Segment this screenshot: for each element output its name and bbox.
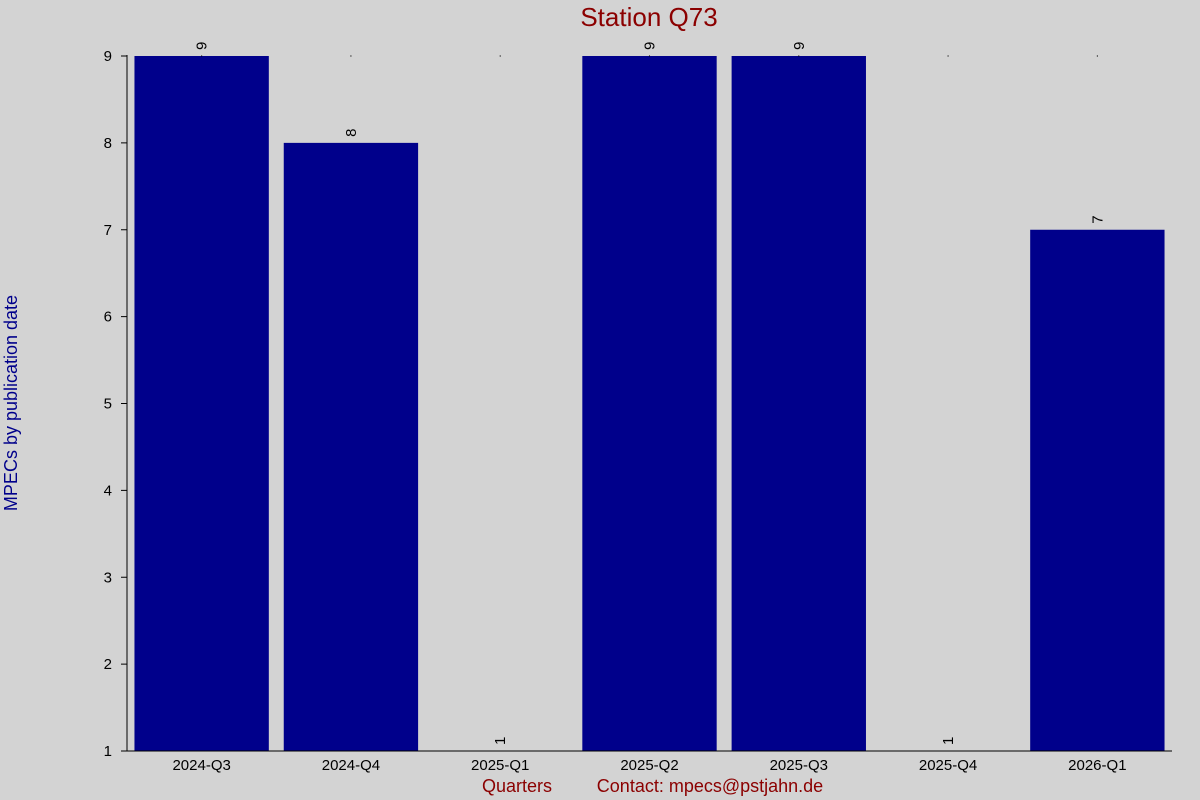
bar: [1030, 229, 1165, 751]
x-tick-label: 2025-Q2: [620, 757, 678, 774]
top-tick: [201, 55, 203, 57]
bar: [582, 56, 717, 751]
x-tick-label: 2024-Q3: [172, 757, 230, 774]
y-tick-label: 1: [104, 743, 112, 760]
top-tick: [947, 55, 949, 57]
y-tick-label: 4: [104, 482, 112, 499]
top-tick: [499, 55, 501, 57]
y-tick-label: 6: [104, 309, 112, 326]
contact-text: Contact: mpecs@pstjahn.de: [597, 776, 823, 796]
bar: [134, 56, 269, 751]
y-tick-label: 2: [104, 656, 112, 673]
x-tick-label: 2025-Q3: [770, 757, 828, 774]
bar-value-label: 8: [343, 129, 360, 137]
bar-value-label: 7: [1089, 215, 1106, 223]
x-tick-label: 2025-Q4: [919, 757, 977, 774]
bar-value-label: 9: [194, 42, 211, 50]
top-tick: [1096, 55, 1098, 57]
top-tick: [648, 55, 651, 57]
y-tick-label: 8: [104, 135, 112, 152]
bar: [731, 56, 866, 751]
bar: [283, 142, 419, 751]
y-axis-title: MPECs by publication date: [1, 295, 21, 511]
plot-area: 1 2 3 4 5 6 7 8 9 9 2024-Q3 8 2024-Q4 1 2025-Q1 9 2025-Q…: [104, 42, 1165, 774]
y-tick-label: 7: [104, 222, 112, 239]
y-tick-label: 3: [104, 569, 112, 586]
x-tick-label: 2024-Q4: [322, 757, 380, 774]
x-axis-title: Quarters: [482, 776, 552, 796]
y-tick-label: 5: [104, 396, 112, 413]
bar-value-label: 1: [492, 737, 509, 745]
bar-value-label: 1: [940, 737, 957, 745]
x-tick-label: 2026-Q1: [1068, 757, 1126, 774]
bar-value-label: 9: [791, 42, 808, 50]
x-tick-label: 2025-Q1: [471, 757, 529, 774]
top-tick: [798, 55, 800, 57]
bar-value-label: 9: [642, 42, 659, 50]
top-tick: [350, 55, 352, 57]
chart-title: Station Q73: [580, 2, 717, 32]
y-tick-label: 9: [104, 48, 112, 65]
